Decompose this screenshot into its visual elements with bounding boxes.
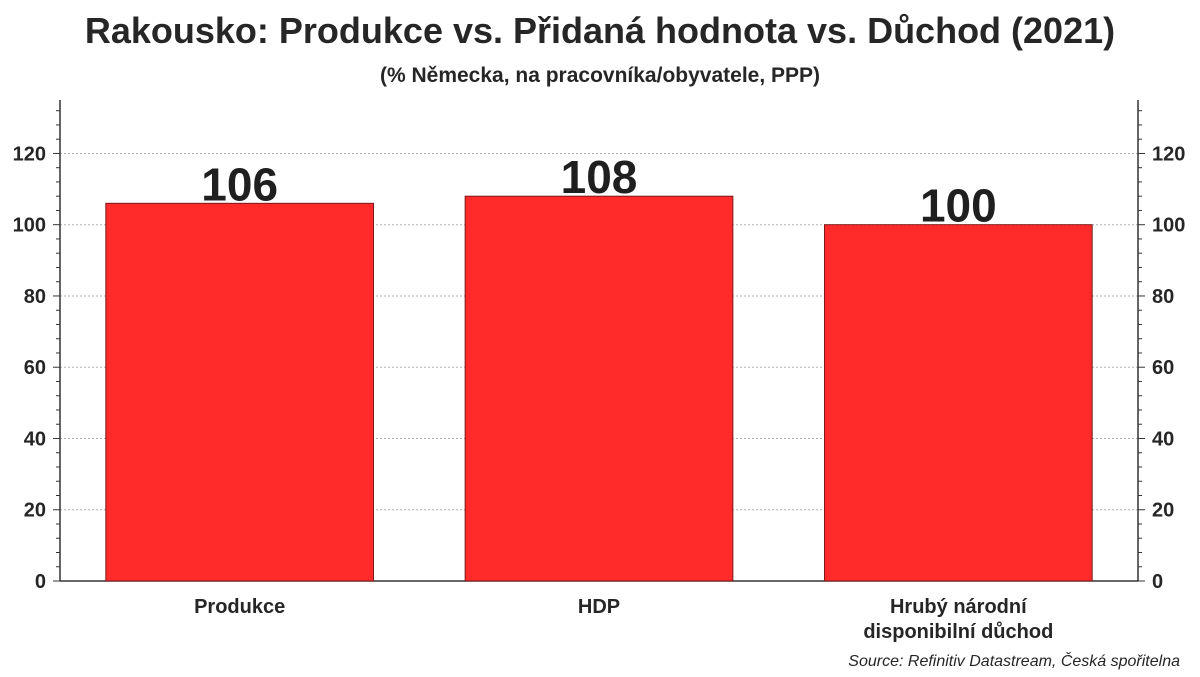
category-label: Produkce (194, 596, 285, 618)
y-tick-label-left: 0 (35, 571, 46, 593)
chart-title: Rakousko: Produkce vs. Přidaná hodnota v… (84, 10, 1116, 51)
bar (105, 202, 375, 582)
y-tick-label-right: 20 (1152, 500, 1174, 522)
category-label: Hrubý národní (890, 596, 1028, 618)
y-tick-label-left: 40 (24, 428, 46, 450)
y-tick-label-right: 120 (1152, 143, 1185, 165)
bar (823, 224, 1093, 582)
y-tick-label-left: 80 (24, 286, 46, 308)
category-label: HDP (578, 596, 620, 618)
y-tick-label-right: 0 (1152, 571, 1163, 593)
chart-subtitle: (% Německa, na pracovníka/obyvatele, PPP… (379, 64, 821, 87)
y-tick-label-right: 100 (1152, 215, 1185, 237)
y-tick-label-left: 120 (13, 143, 46, 165)
bar (464, 195, 734, 582)
y-tick-label-right: 60 (1152, 357, 1174, 379)
y-tick-label-left: 20 (24, 500, 46, 522)
source-note: Source: Refinitiv Datastream, Česká spoř… (848, 653, 1180, 670)
y-tick-label-left: 100 (13, 215, 46, 237)
data-label: 106 (201, 158, 278, 210)
y-tick-label-right: 40 (1152, 428, 1174, 450)
y-tick-label-left: 60 (24, 357, 46, 379)
data-label: 108 (561, 151, 638, 203)
data-label: 100 (920, 180, 997, 232)
y-tick-label-right: 80 (1152, 286, 1174, 308)
category-label: disponibilní důchod (863, 621, 1053, 643)
